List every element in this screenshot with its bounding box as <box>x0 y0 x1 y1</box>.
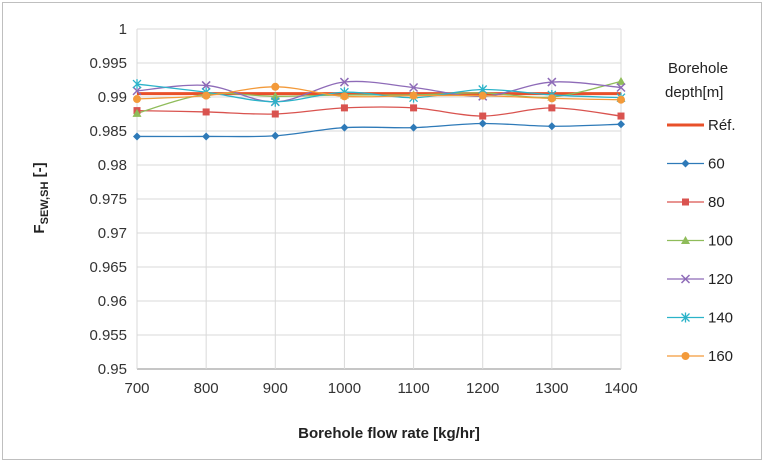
y-tick-label: 0.965 <box>89 259 127 276</box>
legend-label-80: 80 <box>708 194 725 211</box>
y-tick-label: 1 <box>119 21 127 38</box>
legend-marker-120 <box>680 274 691 284</box>
data-point-60 <box>409 123 418 132</box>
chart-frame <box>2 2 762 460</box>
legend-label-160: 160 <box>708 348 733 365</box>
legend: Borehole depth[m] Réf. 60 80 100 120 140 160 <box>665 60 736 365</box>
data-point-120 <box>339 77 349 87</box>
y-tick-label: 0.995 <box>89 55 127 72</box>
legend-marker-160 <box>681 352 690 360</box>
y-tick-label: 0.975 <box>89 191 127 208</box>
data-point-80 <box>479 112 487 120</box>
data-point-160 <box>202 91 211 100</box>
x-tick-label: 1300 <box>535 380 568 397</box>
data-point-140 <box>132 79 142 90</box>
y-tick-label: 0.96 <box>98 293 127 310</box>
data-point-60 <box>133 132 141 141</box>
data-point-80 <box>410 104 418 112</box>
y-tick-label: 0.98 <box>98 157 127 174</box>
x-axis-title: Borehole flow rate [kg/hr] <box>298 425 480 442</box>
data-point-60 <box>547 122 556 131</box>
y-axis-title: FSEW,SH [-] <box>31 162 51 233</box>
x-tick-label: 900 <box>263 380 288 397</box>
data-point-60 <box>478 119 487 128</box>
legend-title-line1: Borehole <box>668 60 728 77</box>
data-point-60 <box>617 120 625 129</box>
legend-title-line2: depth[m] <box>665 84 723 101</box>
data-point-120 <box>132 86 142 96</box>
series-line-60 <box>136 122 622 138</box>
y-tick-label: 0.99 <box>98 89 127 106</box>
x-tick-labels: 700 800 900 1000 1100 1200 1300 1400 <box>124 380 637 397</box>
x-tick-label: 1200 <box>466 380 499 397</box>
legend-marker-80 <box>682 198 689 206</box>
data-point-60 <box>340 123 349 132</box>
data-point-120 <box>616 82 626 93</box>
data-point-160 <box>547 94 556 103</box>
data-point-80 <box>271 110 279 118</box>
data-point-80 <box>202 108 210 116</box>
legend-items: Réf. 60 80 100 120 140 160 <box>667 117 736 365</box>
x-tick-label: 700 <box>124 380 149 397</box>
data-point-160 <box>133 95 141 104</box>
y-tick-label: 0.95 <box>98 361 127 378</box>
y-tick-label: 0.985 <box>89 123 127 140</box>
data-point-160 <box>478 91 487 100</box>
series-lines <box>136 80 622 138</box>
data-point-120 <box>201 80 211 90</box>
data-point-160 <box>617 95 625 104</box>
legend-label-100: 100 <box>708 233 733 250</box>
data-point-160 <box>340 92 349 101</box>
series-line-140 <box>136 83 622 103</box>
data-point-100 <box>132 108 142 117</box>
legend-marker-60 <box>681 159 690 168</box>
series-markers <box>132 76 626 141</box>
legend-marker-100 <box>681 236 690 244</box>
data-point-100 <box>616 76 626 85</box>
gridlines <box>136 28 622 370</box>
data-point-80 <box>617 112 625 120</box>
data-point-100 <box>270 91 280 100</box>
series-line-160 <box>136 86 622 101</box>
legend-label-140: 140 <box>708 310 733 327</box>
x-tick-label: 800 <box>194 380 219 397</box>
data-point-160 <box>409 91 418 100</box>
legend-marker-140 <box>681 312 690 323</box>
x-tick-label: 1000 <box>328 380 361 397</box>
y-axis-title-unit: [-] <box>31 162 48 181</box>
y-axis-title-sub: SEW,SH <box>39 182 51 225</box>
series-line-120 <box>136 80 622 103</box>
x-tick-label: 1100 <box>397 380 429 397</box>
y-axis-title-main: F <box>31 224 48 233</box>
y-tick-labels: 0.95 0.955 0.96 0.965 0.97 0.975 0.98 0.985 0.99… <box>89 21 127 378</box>
data-point-140 <box>270 96 280 107</box>
data-point-120 <box>547 77 557 87</box>
y-tick-label: 0.955 <box>89 327 127 344</box>
data-point-60 <box>202 132 211 141</box>
series-line-80 <box>136 106 622 117</box>
data-point-120 <box>409 82 419 93</box>
data-point-160 <box>271 82 280 91</box>
x-tick-label: 1400 <box>604 380 637 397</box>
legend-label-Réf.: Réf. <box>708 117 736 134</box>
data-point-80 <box>548 104 556 112</box>
legend-label-60: 60 <box>708 156 725 173</box>
y-tick-label: 0.97 <box>98 225 127 242</box>
data-point-60 <box>271 131 280 140</box>
legend-label-120: 120 <box>708 271 733 288</box>
data-point-80 <box>340 104 348 112</box>
